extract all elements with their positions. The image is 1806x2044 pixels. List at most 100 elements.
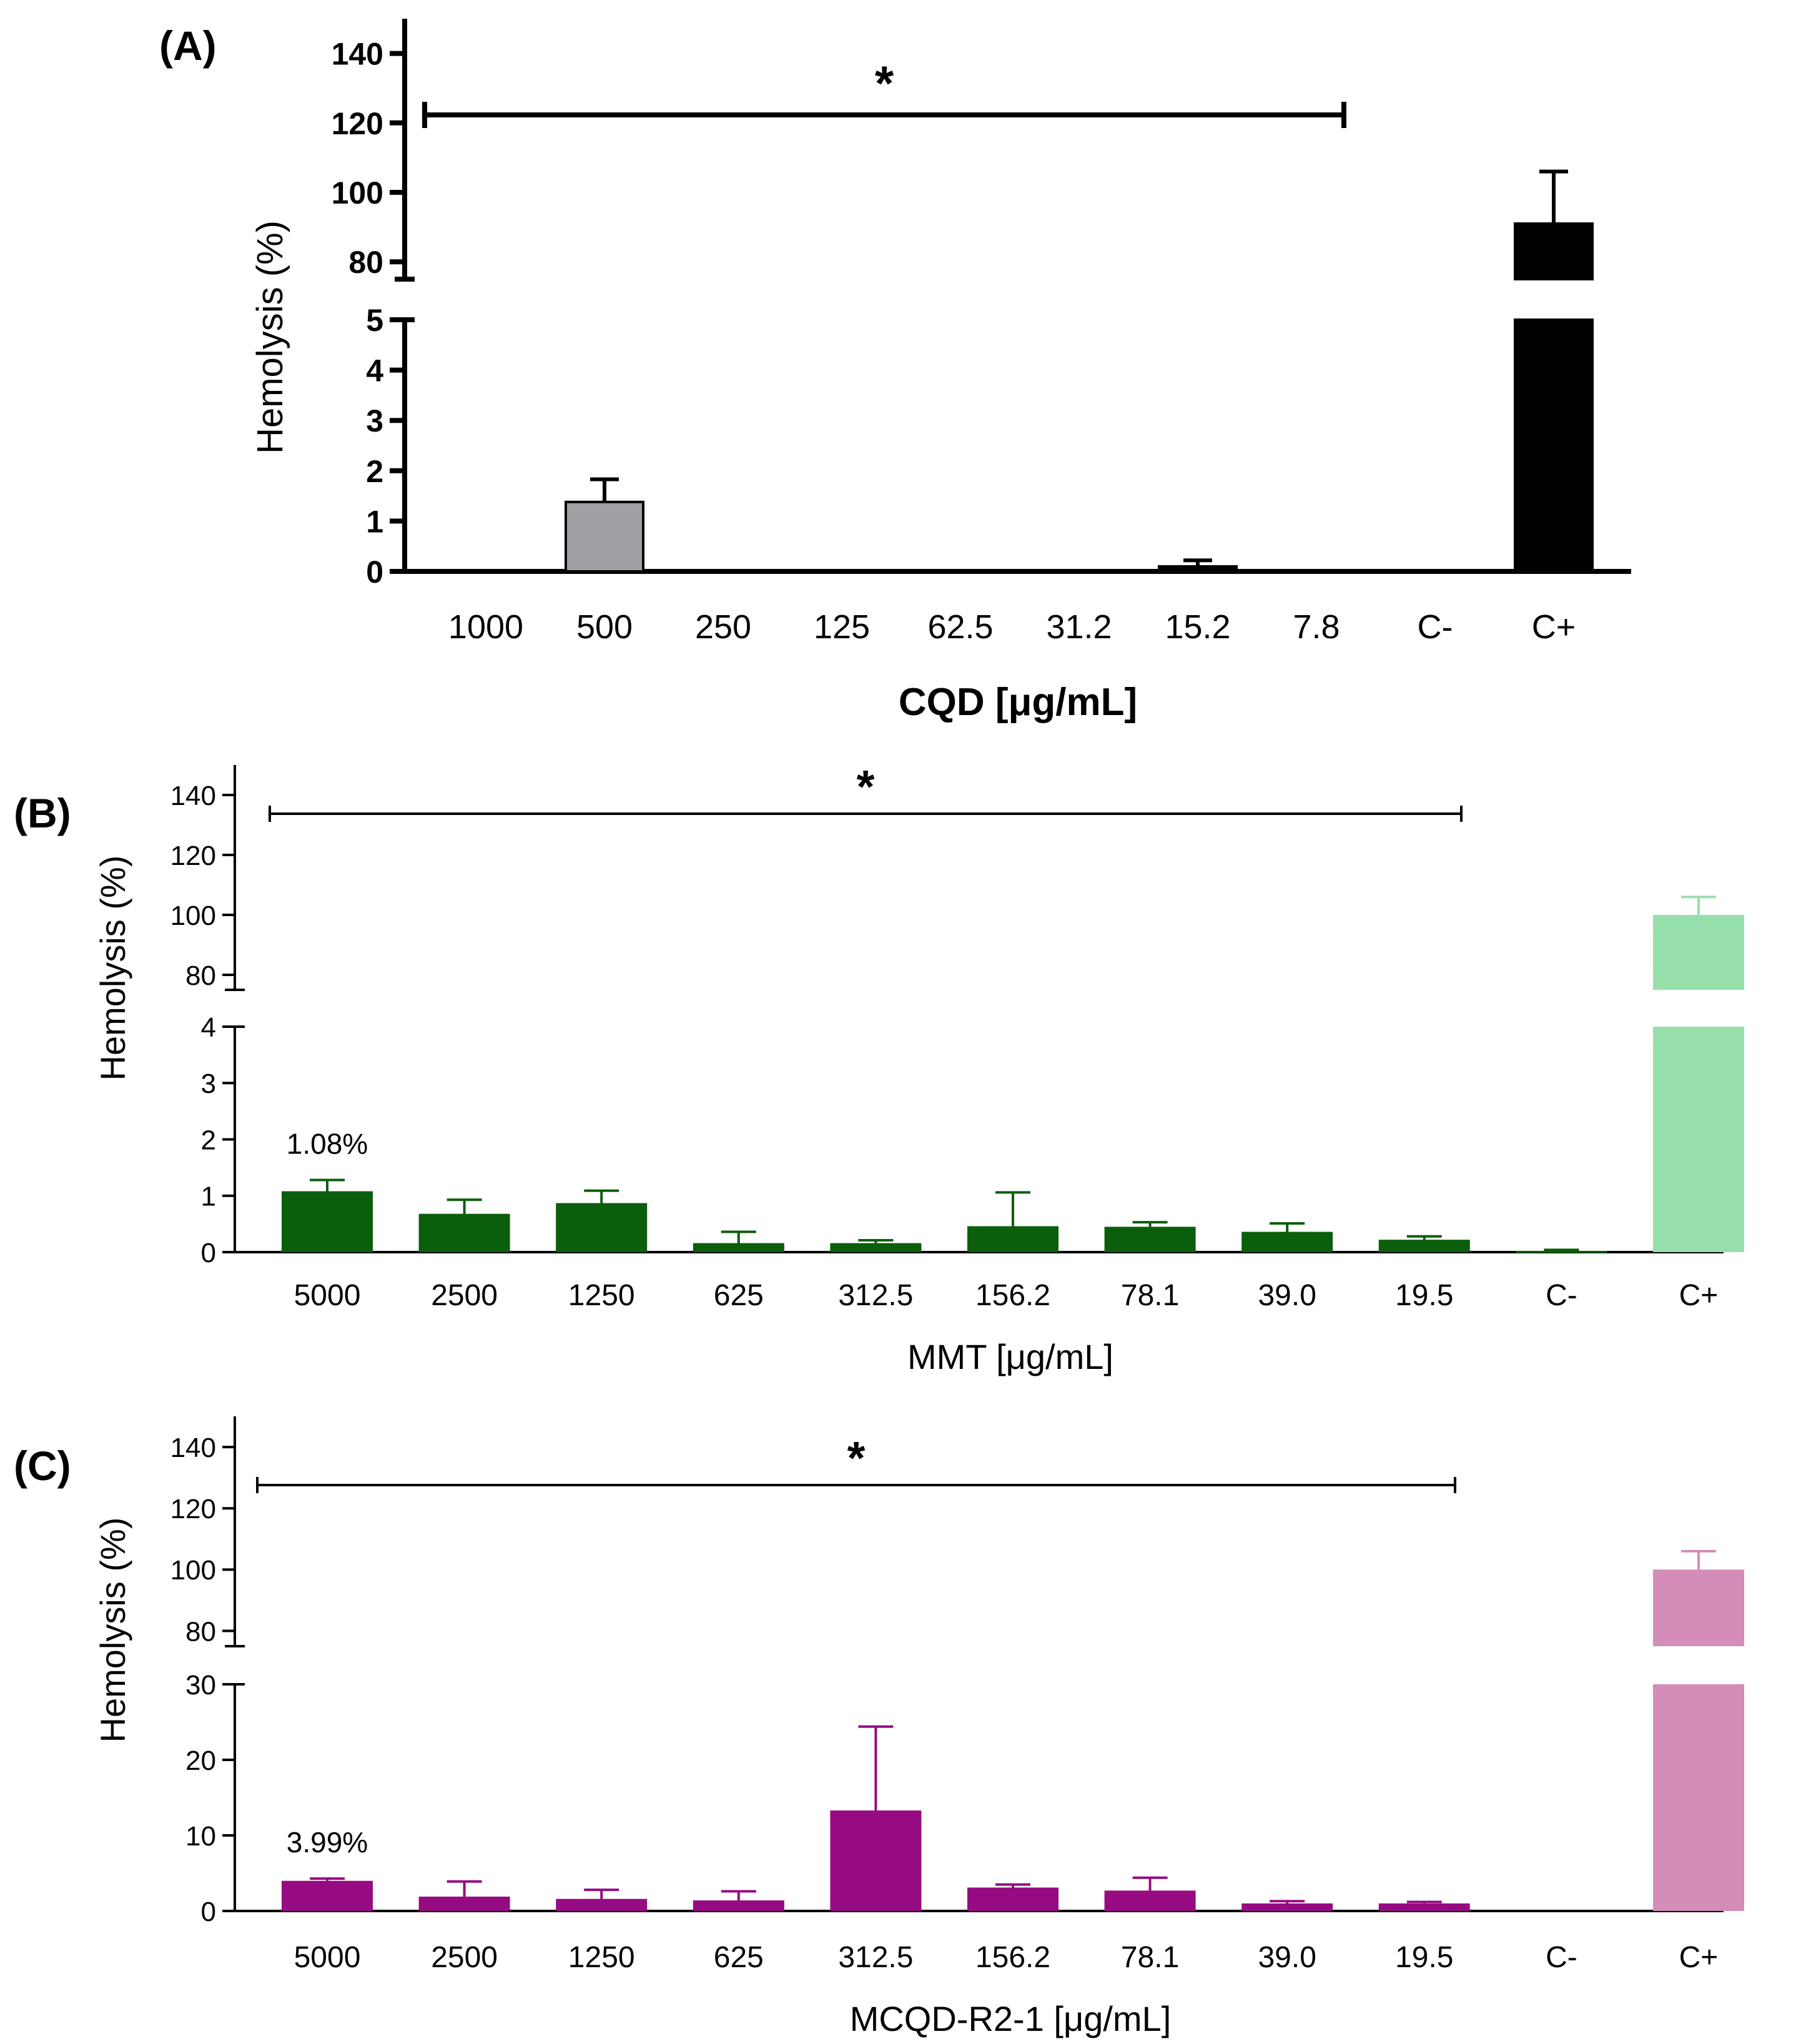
x-tick-label: C+ <box>1679 1279 1719 1312</box>
y-tick-label: 3 <box>366 403 383 438</box>
x-tick-label: 625 <box>714 1941 764 1974</box>
x-tick-label: 19.5 <box>1395 1941 1453 1974</box>
y-tick-label: 140 <box>332 37 383 72</box>
bar <box>1104 1890 1196 1911</box>
significance-star: * <box>875 56 894 111</box>
x-tick-label: 31.2 <box>1046 608 1112 646</box>
bar <box>1241 1232 1333 1252</box>
bars <box>565 222 1594 573</box>
x-tick-label: 625 <box>714 1279 764 1312</box>
panel-label: (B) <box>14 790 71 836</box>
x-tick-labels: 5000 2500 1250 625 312.5 156.2 78.1 39.0 19.5 C- C… <box>294 1941 1719 1974</box>
bar <box>556 1203 648 1252</box>
x-tick-label: 78.1 <box>1121 1279 1179 1312</box>
panel-b-chart: (B) Hemolysis (%) MMT [μg/mL] 0 1 2 3 4 80 100… <box>14 761 1744 1376</box>
y-ticks: 0 10 20 30 80 100 120 140 <box>170 1433 235 1927</box>
x-tick-label: 2500 <box>431 1279 498 1312</box>
bar-lower-segment <box>1653 1027 1744 1252</box>
bars <box>282 1569 1744 1911</box>
x-tick-labels: 5000 2500 1250 625 312.5 156.2 78.1 39.0 19.5 C- C… <box>294 1279 1719 1312</box>
y-tick-label: 100 <box>170 1555 216 1586</box>
bar <box>693 1900 784 1911</box>
y-tick-label: 0 <box>201 1238 216 1268</box>
x-tick-label: 39.0 <box>1258 1941 1316 1974</box>
x-tick-label: 5000 <box>294 1941 361 1974</box>
x-tick-label: 1250 <box>568 1941 635 1974</box>
bar <box>1378 1240 1470 1252</box>
y-tick-label: 4 <box>201 1012 216 1043</box>
bar-upper-segment <box>1653 915 1744 990</box>
bar <box>1158 565 1238 573</box>
data-label: 1.08% <box>287 1127 368 1160</box>
bar <box>693 1243 784 1252</box>
y-axis-label: Hemolysis (%) <box>93 1518 132 1743</box>
bar <box>967 1887 1058 1911</box>
x-tick-label: 1250 <box>568 1279 635 1312</box>
y-tick-label: 1 <box>366 504 383 539</box>
x-tick-label: 19.5 <box>1395 1279 1453 1312</box>
bar <box>282 1191 373 1252</box>
x-tick-label: 62.5 <box>927 608 993 646</box>
bar <box>418 1897 510 1911</box>
x-tick-label: 78.1 <box>1121 1941 1179 1974</box>
error-bars <box>310 896 1716 1252</box>
y-tick-label: 140 <box>170 1433 216 1463</box>
y-tick-label: 2 <box>201 1125 216 1155</box>
y-ticks: 0 1 2 3 4 80 100 120 140 <box>170 781 235 1268</box>
y-tick-label: 80 <box>185 1616 216 1647</box>
x-tick-label: 156.2 <box>975 1279 1050 1312</box>
significance-star: * <box>847 1432 866 1484</box>
y-tick-label: 4 <box>366 353 383 388</box>
bar <box>1516 1251 1607 1253</box>
x-tick-label: 5000 <box>294 1279 361 1312</box>
annotations: * <box>422 56 1346 128</box>
bar <box>565 500 644 573</box>
x-tick-label: 125 <box>814 608 870 646</box>
x-tick-label: C+ <box>1532 608 1576 646</box>
x-tick-label: C- <box>1546 1941 1577 1974</box>
x-tick-label: 250 <box>695 608 751 646</box>
y-tick-label: 5 <box>366 303 383 338</box>
y-tick-label: 0 <box>366 555 383 590</box>
annotations: 3.99% * <box>256 1432 1456 1859</box>
bar <box>282 1880 373 1911</box>
y-tick-label: 10 <box>185 1821 216 1852</box>
bar-upper-segment <box>1653 1569 1744 1646</box>
x-tick-label: C- <box>1546 1279 1577 1312</box>
y-ticks: 0 1 2 3 4 5 80 100 120 140 <box>332 37 405 590</box>
error-bars <box>310 1549 1716 1903</box>
y-tick-label: 100 <box>170 901 216 931</box>
x-axis-label: MMT [μg/mL] <box>907 1337 1113 1376</box>
y-tick-label: 140 <box>170 781 216 811</box>
bar <box>1378 1903 1470 1911</box>
y-tick-label: 80 <box>185 960 216 991</box>
x-tick-label: 312.5 <box>838 1941 913 1974</box>
x-tick-label: 2500 <box>431 1941 498 1974</box>
data-label: 3.99% <box>287 1826 368 1859</box>
y-axis-label: Hemolysis (%) <box>250 220 290 454</box>
panel-a-chart: (A) Hemolysis (%) CQD [μg/mL] 0 1 2 3 4 5 80 10… <box>159 19 1631 724</box>
significance-star: * <box>857 761 875 812</box>
x-axis-label: MCQD-R2-1 [μg/mL] <box>850 1999 1172 2038</box>
x-tick-label: 1000 <box>448 608 523 646</box>
x-tick-label: 156.2 <box>975 1941 1050 1974</box>
error-bars <box>590 169 1568 566</box>
x-tick-labels: 1000 500 250 125 62.5 31.2 15.2 7.8 C- C+ <box>448 608 1576 646</box>
x-tick-label: C- <box>1418 608 1453 646</box>
x-tick-label: C+ <box>1679 1941 1719 1974</box>
bar <box>418 1213 510 1252</box>
y-tick-label: 30 <box>185 1670 216 1701</box>
y-tick-label: 80 <box>348 245 383 280</box>
bar-upper-segment <box>1514 222 1594 281</box>
x-tick-label: 7.8 <box>1293 608 1340 646</box>
panel-label: (A) <box>159 22 217 69</box>
bar-lower-segment <box>1653 1684 1744 1911</box>
x-tick-label: 15.2 <box>1165 608 1230 646</box>
y-tick-label: 0 <box>201 1897 216 1927</box>
y-tick-label: 120 <box>170 1494 216 1524</box>
x-tick-label: 312.5 <box>838 1279 913 1312</box>
bar <box>556 1898 648 1911</box>
panel-c-chart: (C) Hemolysis (%) MCQD-R2-1 [μg/mL] 0 10 2… <box>14 1416 1744 2038</box>
y-tick-label: 120 <box>332 106 383 141</box>
y-tick-label: 20 <box>185 1745 216 1776</box>
